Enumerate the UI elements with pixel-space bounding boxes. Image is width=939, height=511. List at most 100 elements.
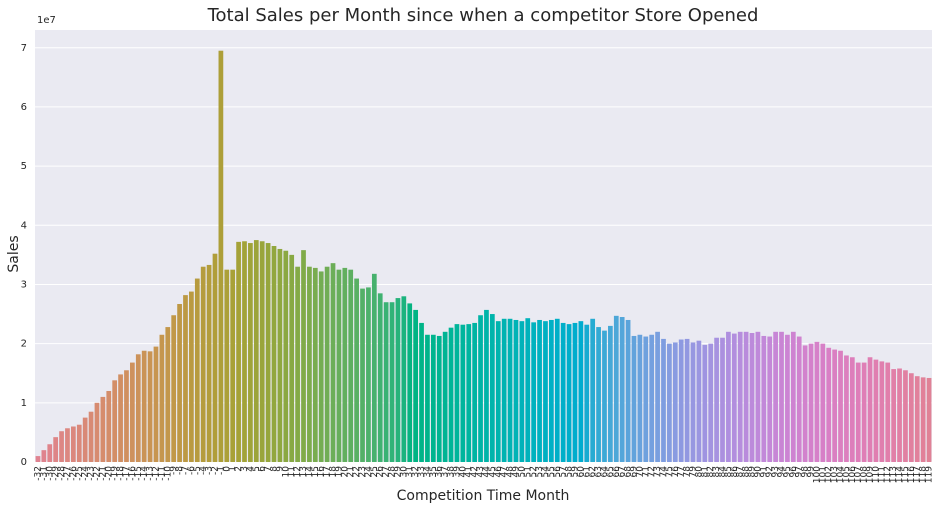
x-tick-label: -24 [81,466,91,481]
y-tick-label: 5 [21,161,27,172]
x-tick-label: 95 [783,466,793,477]
x-tick-label: 107 [854,466,864,483]
bar [861,362,867,462]
bar [749,332,755,462]
x-tick-label: 2 [234,466,244,472]
bar [253,240,259,462]
x-tick-label: 54 [541,466,551,478]
x-tick-label: 40 [458,466,468,478]
x-tick-label: -22 [92,466,102,481]
x-tick-label: 27 [382,466,392,477]
x-tick-label: 16 [317,466,327,478]
x-tick-label: 11 [287,466,297,477]
bar [324,266,330,462]
bar [596,327,601,462]
bar [495,321,501,462]
x-tick-label: 24 [364,466,374,478]
bar [637,334,643,462]
bar [53,437,59,462]
x-tick-label: 50 [517,466,527,478]
bar [684,338,690,462]
x-tick-label: 60 [576,466,586,478]
x-tick-label: 80 [694,466,704,478]
y-tick-label: 2 [21,339,27,350]
x-tick-label: 73 [653,466,663,477]
bar [318,271,324,462]
bar [430,334,436,462]
x-tick-label: -23 [87,466,97,481]
y-tick-label: 0 [21,457,27,468]
x-tick-label: 30 [399,466,409,478]
x-tick-label: 12 [293,466,303,477]
x-tick-label: 42 [470,466,480,477]
bar [584,324,590,462]
x-tick-label: 10 [281,466,291,478]
chart-title: Total Sales per Month since when a compe… [207,5,759,26]
x-tick-label: 46 [494,466,504,478]
x-tick-label: -11 [157,466,167,481]
y-axis-label: Sales [6,235,22,272]
x-tick-label: 8 [270,466,280,472]
bar [307,266,312,462]
bar [802,345,808,462]
x-tick-label: -14 [140,466,150,481]
x-tick-label: 18 [329,466,339,478]
x-tick-label: 29 [393,466,403,478]
x-tick-label: 115 [901,466,911,483]
x-tick-label: 84 [718,466,728,478]
bar [289,254,295,462]
bar [808,343,814,462]
x-tick-label: 67 [618,466,628,477]
x-tick-label: 76 [671,466,681,478]
bar [678,339,684,462]
x-tick-label: 113 [889,466,899,483]
bar [41,450,47,462]
bar [908,373,914,462]
bar [224,269,230,462]
x-tick-label: 98 [801,466,811,478]
bar [112,380,118,462]
bar [366,287,371,462]
bar [525,318,531,462]
x-axis-label: Competition Time Month [397,488,570,504]
x-tick-label: 96 [789,466,799,478]
bar [242,241,247,462]
bar [130,362,135,462]
bar [466,324,472,462]
bar [312,267,318,462]
x-tick-label: 19 [334,466,344,478]
x-tick-label: 26 [376,466,386,478]
bar [377,293,383,462]
bar [118,374,123,462]
x-tick-label: -5 [193,466,203,475]
x-tick-label: 23 [358,466,368,477]
x-tick-label: 100 [812,466,822,483]
x-tick-label: 57 [559,466,569,477]
x-tick-label: 52 [529,466,539,477]
x-tick-label: 81 [700,466,710,477]
bar [820,343,826,462]
bar [171,315,177,462]
bar [667,343,672,462]
bar [354,278,359,462]
bar [631,335,637,462]
x-tick-label: 85 [724,466,734,477]
x-tick-label: 28 [388,466,398,478]
x-tick-label: 36 [435,466,445,478]
bar [259,241,265,462]
bar [720,337,725,462]
x-tick-label: 48 [506,466,516,478]
x-tick-label: 61 [582,466,592,477]
x-tick-label: 77 [677,466,687,477]
bar [94,402,100,462]
bar [336,269,342,462]
x-tick-label: 68 [624,466,634,478]
bar [360,288,365,462]
x-tick-label: 43 [476,466,486,477]
bar [549,319,554,462]
x-tick-label: -31 [39,466,49,481]
x-tick-label: -9 [169,466,179,475]
bar [602,330,607,462]
x-tick-label: 37 [441,466,451,477]
x-tick-label: 17 [323,466,333,477]
